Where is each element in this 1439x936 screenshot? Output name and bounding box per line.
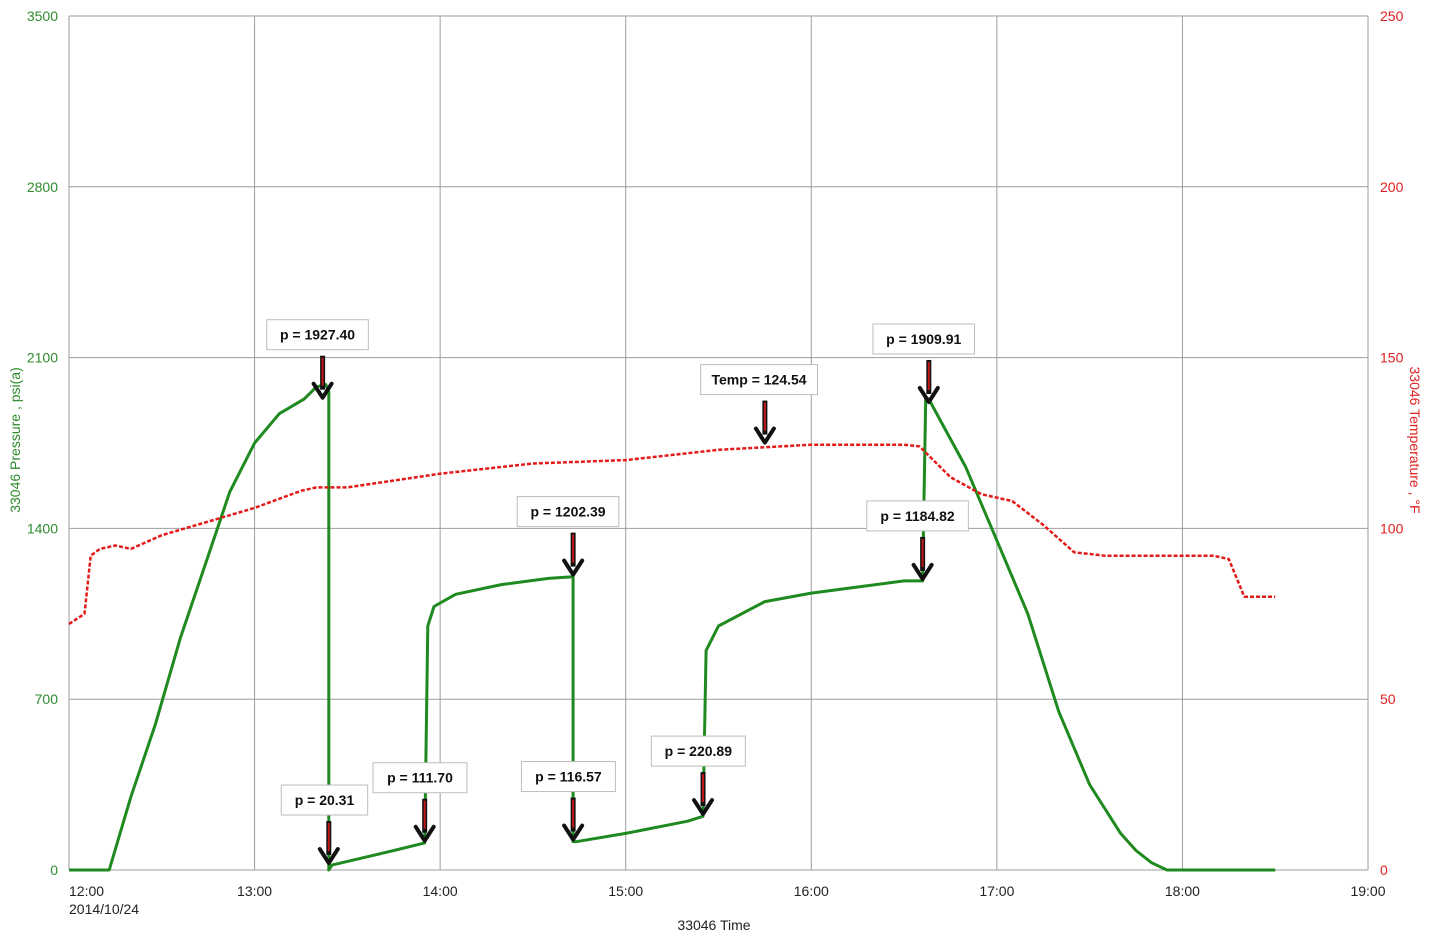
x-tick-label: 12:00 (69, 883, 104, 899)
annotation-arrow-head (692, 798, 715, 817)
annotation-box (266, 319, 369, 351)
left-tick-label: 1400 (27, 520, 58, 536)
annotation: p = 1909.91 (872, 323, 976, 404)
annotation-box (280, 784, 369, 816)
left-tick-label: 700 (35, 691, 59, 707)
x-axis-ticks: 12:00 13:00 14:00 15:00 16:00 17:00 18:00 19:00 (69, 883, 1386, 899)
annotation-label: p = 220.89 (665, 743, 733, 759)
x-tick-label: 13:00 (237, 883, 272, 899)
right-tick-label: 50 (1380, 691, 1396, 707)
left-axis-title: 33046 Pressure , psi(a) (7, 367, 23, 513)
annotation-layer: p = 1927.40 p = 20.31 p = 111.70 p = 1202.3… (266, 319, 976, 866)
annotation: p = 111.70 (372, 762, 468, 843)
annotation-box (520, 761, 616, 793)
annotation: p = 116.57 (520, 761, 616, 842)
annotation: p = 1202.39 (516, 496, 620, 577)
right-tick-label: 200 (1380, 179, 1404, 195)
date-label: 2014/10/24 (69, 901, 139, 917)
annotation-box (866, 500, 969, 532)
annotation-label: p = 111.70 (387, 770, 453, 786)
right-tick-label: 150 (1380, 350, 1404, 366)
annotation: p = 20.31 (280, 784, 369, 866)
annotation-box (872, 323, 976, 355)
annotation: p = 1184.82 (866, 500, 969, 581)
right-tick-label: 250 (1380, 8, 1404, 24)
temperature-series-line (68, 443, 1276, 626)
annotation-label: p = 1202.39 (530, 504, 605, 520)
x-tick-label: 14:00 (423, 883, 458, 899)
annotation-label: p = 20.31 (295, 792, 355, 808)
left-tick-label: 0 (50, 862, 58, 878)
left-tick-label: 2100 (27, 350, 58, 366)
x-tick-label: 18:00 (1165, 883, 1200, 899)
annotation: p = 220.89 (650, 735, 746, 817)
annotation-arrow-head (753, 426, 776, 445)
annotation-box (700, 364, 818, 396)
x-tick-label: 16:00 (794, 883, 829, 899)
pressure-series-line (69, 382, 1276, 872)
annotation: Temp = 124.54 (700, 364, 818, 445)
series-layer (68, 382, 1276, 872)
x-tick-label: 17:00 (979, 883, 1014, 899)
right-tick-label: 0 (1380, 862, 1388, 878)
annotation-arrow-head (562, 823, 585, 842)
x-axis-title: 33046 Time (677, 917, 750, 933)
annotation-box (650, 735, 746, 767)
annotation-arrow-head (317, 847, 340, 866)
annotation-label: p = 1184.82 (880, 508, 955, 524)
annotation-box (372, 762, 468, 794)
annotation-arrow-head (562, 558, 585, 577)
annotation-label: Temp = 124.54 (712, 372, 807, 388)
annotation-arrow-head (413, 824, 436, 843)
annotation-label: p = 1909.91 (886, 331, 961, 347)
left-tick-label: 2800 (27, 179, 58, 195)
annotation: p = 1927.40 (266, 319, 369, 400)
x-tick-label: 19:00 (1350, 883, 1385, 899)
left-tick-label: 3500 (27, 8, 58, 24)
annotation-label: p = 116.57 (535, 769, 602, 785)
annotation-arrow-head (917, 385, 940, 404)
left-axis-ticks: 0 700 1400 2100 2800 3500 (27, 8, 58, 878)
annotation-label: p = 1927.40 (280, 327, 355, 343)
annotation-box (516, 496, 620, 528)
right-axis-title: 33046 Temperature , °F (1407, 367, 1423, 514)
grid-lines (68, 15, 1369, 871)
x-tick-label: 15:00 (608, 883, 643, 899)
right-axis-ticks: 0 50 100 150 200 250 (1380, 8, 1404, 878)
annotation-arrow-head (311, 381, 334, 400)
right-tick-label: 100 (1380, 520, 1404, 536)
annotation-arrow-head (911, 562, 934, 581)
